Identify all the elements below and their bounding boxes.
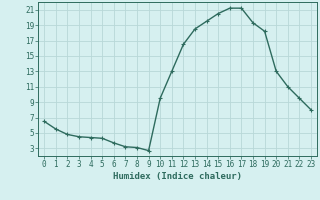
X-axis label: Humidex (Indice chaleur): Humidex (Indice chaleur) <box>113 172 242 181</box>
